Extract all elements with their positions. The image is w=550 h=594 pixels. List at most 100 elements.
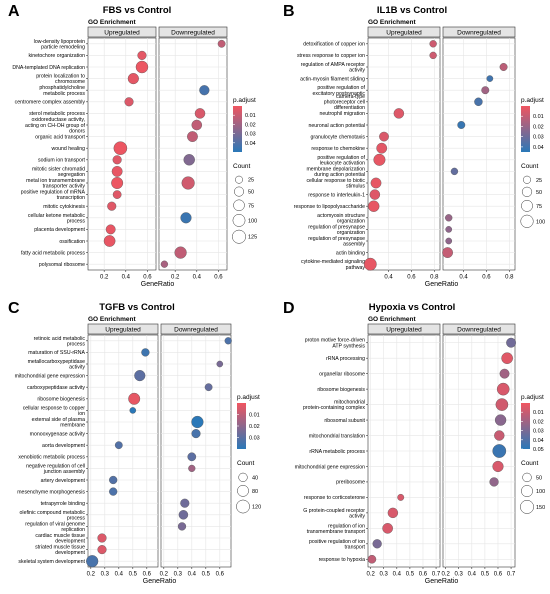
data-point: [175, 247, 187, 259]
x-tick-label: 0.4: [115, 572, 124, 578]
data-point: [493, 461, 504, 472]
category-label: actin-myosin filament sliding: [300, 76, 365, 82]
x-tick-label: 0.7: [432, 572, 441, 578]
color-legend-title: p.adjust: [521, 97, 544, 104]
size-legend-label: 120: [252, 505, 261, 511]
x-tick-label: 0.6: [143, 572, 152, 578]
x-tick-label: 0.2: [171, 275, 180, 281]
category-label: response to interleukin-1: [308, 192, 365, 198]
data-point: [109, 488, 117, 496]
category-label: ossification: [59, 239, 85, 245]
size-legend-circle: [239, 473, 248, 482]
data-point: [225, 337, 232, 344]
category-label: G protein-coupled receptor activity: [303, 508, 365, 520]
category-label: actomyosin structure organization: [317, 213, 365, 225]
category-label: tetrapyrrole binding: [41, 501, 86, 507]
category-label: centromere complex assembly: [15, 100, 86, 106]
category-label: external side of plasma membrane: [32, 417, 85, 429]
data-point: [138, 51, 147, 60]
size-legend-label: 75: [248, 203, 254, 209]
x-tick-label: 0.6: [143, 275, 152, 281]
chart-title: FBS vs Control: [103, 5, 172, 16]
data-point: [373, 539, 382, 548]
size-legend-label: 80: [252, 489, 258, 495]
size-legend-circle: [234, 200, 245, 211]
x-tick-label: 0.4: [384, 275, 393, 281]
category-label: artery development: [41, 478, 86, 484]
size-legend-circle: [234, 187, 243, 196]
category-label: mitochondrial gene expression: [15, 373, 85, 379]
category-label: response to chemokine: [311, 146, 365, 152]
category-label: response to hypoxia: [319, 557, 366, 563]
data-point: [109, 476, 117, 484]
category-label: proton motive force-driven ATP synthesis: [305, 338, 366, 350]
x-tick-label: 0.6: [419, 572, 428, 578]
data-point: [445, 214, 452, 221]
data-point: [500, 63, 508, 71]
category-label: olefinic compound metabolic process: [20, 510, 86, 522]
category-label: regulation of AMPA receptor activity: [301, 62, 366, 74]
size-legend-label: 25: [248, 178, 254, 184]
color-legend-label: 0.02: [245, 122, 256, 128]
x-tick-label: 0.4: [193, 275, 202, 281]
data-point: [205, 384, 212, 391]
data-point: [195, 108, 205, 118]
category-label: mitotic sister chromatid segregation: [32, 166, 85, 178]
category-label: phosphatidylcholine metabolic process: [39, 85, 85, 97]
chart-subtitle: GO Enrichment: [88, 316, 137, 323]
data-point: [187, 131, 197, 141]
x-tick-label: 0.6: [494, 572, 503, 578]
category-label: neutrophil migration: [319, 111, 365, 117]
category-label: granulocyte chemotaxis: [311, 134, 366, 140]
data-point: [130, 407, 136, 413]
category-label: positive regulation of ion transport: [309, 539, 365, 551]
color-legend-label: 0.04: [533, 438, 544, 444]
size-legend-title: Count: [521, 460, 539, 467]
data-point: [181, 212, 192, 223]
panel-c: C TGFB vs ControlGO EnrichmentUpregulated…: [8, 300, 261, 585]
color-legend-label: 0.03: [245, 132, 256, 138]
size-legend-label: 50: [536, 190, 542, 196]
category-label: sodium ion transport: [38, 158, 86, 164]
facet-label: Downregulated: [457, 327, 501, 334]
data-point: [502, 353, 513, 364]
size-legend-circle: [233, 214, 245, 226]
data-point: [430, 52, 437, 59]
category-label: mitochondrial protein-containing complex: [303, 400, 365, 412]
color-legend-label: 0.02: [249, 424, 260, 430]
category-label: regulation of presynapse organization: [308, 224, 365, 236]
x-tick-label: 0.3: [101, 572, 110, 578]
x-tick-label: 0.3: [455, 572, 464, 578]
color-legend-label: 0.01: [245, 113, 256, 119]
x-axis-title: GeneRatio: [141, 281, 175, 288]
data-point: [388, 508, 398, 518]
data-point: [218, 40, 225, 47]
category-label: ribosomal subunit: [324, 418, 365, 424]
facet-box: [88, 335, 158, 567]
category-label: fatty acid metabolic process: [21, 250, 85, 256]
chart-title: TGFB vs Control: [99, 302, 174, 313]
x-axis-title: GeneRatio: [425, 281, 459, 288]
category-label: positive regulation of mRNA transcription: [21, 190, 86, 202]
category-label: wound healing: [52, 146, 86, 152]
category-label: organic acid transport: [35, 134, 85, 140]
category-label: regulation of viral genome replication: [25, 521, 85, 533]
facet-label: Downregulated: [171, 30, 215, 37]
category-label: rRNA processing: [326, 356, 365, 362]
data-point: [482, 86, 490, 94]
chart-title: Hypoxia vs Control: [369, 302, 456, 313]
facet-label: Upregulated: [386, 30, 422, 37]
x-tick-label: 0.5: [129, 572, 138, 578]
data-point: [500, 369, 509, 378]
category-label: striated muscle tissue development: [35, 545, 85, 557]
category-label: regulation of ion transmembrane transport: [307, 523, 366, 535]
data-point: [383, 523, 393, 533]
category-label: placenta development: [34, 227, 85, 233]
size-legend-label: 50: [536, 475, 542, 481]
x-tick-label: 0.7: [507, 572, 516, 578]
x-tick-label: 0.2: [441, 572, 450, 578]
category-label: cellular ketone metabolic process: [28, 213, 85, 225]
category-label: organellar ribosome: [319, 371, 365, 377]
category-label: DNA-templated DNA replication: [12, 65, 85, 71]
category-label: neuronal action potential: [308, 123, 365, 129]
